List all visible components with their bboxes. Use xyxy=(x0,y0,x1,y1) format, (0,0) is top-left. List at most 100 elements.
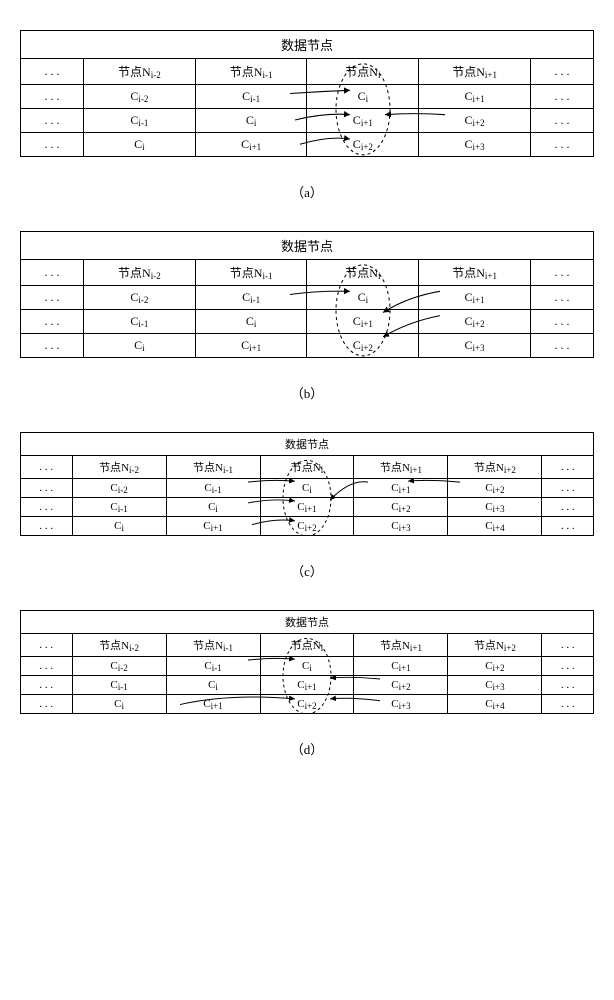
cell: Ci xyxy=(260,479,354,498)
cell: . . . xyxy=(21,85,84,109)
cell: Ci-1 xyxy=(72,676,166,695)
cell: . . . xyxy=(530,85,593,109)
cell: Ci+2 xyxy=(260,517,354,536)
panel-b: 数据节点 . . . 节点Ni-2 节点Ni-1 节点Ni 节点Ni+1 . .… xyxy=(20,231,594,402)
cell: Ci+2 xyxy=(448,479,542,498)
cell: . . . xyxy=(21,634,73,657)
cell: Ci+1 xyxy=(260,676,354,695)
cell: . . . xyxy=(530,109,593,133)
cell: 节点Ni+1 xyxy=(419,260,531,286)
cell: . . . xyxy=(21,133,84,157)
cell: Ci xyxy=(166,498,260,517)
cell: 节点Ni-1 xyxy=(195,59,307,85)
cell: . . . xyxy=(542,479,594,498)
cell: Ci+1 xyxy=(166,517,260,536)
cell: . . . xyxy=(21,286,84,310)
cell: . . . xyxy=(21,109,84,133)
cell: Ci+2 xyxy=(419,109,531,133)
cell: 节点Ni xyxy=(260,456,354,479)
table-b-wrap: 数据节点 . . . 节点Ni-2 节点Ni-1 节点Ni 节点Ni+1 . .… xyxy=(20,231,594,358)
cell: Ci+1 xyxy=(354,657,448,676)
table-a-title: 数据节点 xyxy=(21,31,594,59)
cell: Ci xyxy=(260,657,354,676)
caption-b: （b） xyxy=(291,383,324,402)
cell: 节点Ni-1 xyxy=(166,456,260,479)
cell: 节点Ni-2 xyxy=(84,260,196,286)
cell: . . . xyxy=(542,634,594,657)
cell: . . . xyxy=(530,133,593,157)
cell: Ci-1 xyxy=(166,657,260,676)
cell: 节点Ni-2 xyxy=(72,456,166,479)
cell: 节点Ni+2 xyxy=(448,456,542,479)
cell: Ci+2 xyxy=(307,133,419,157)
cell: . . . xyxy=(21,517,73,536)
table-c-wrap: 数据节点 . . . 节点Ni-2 节点Ni-1 节点Ni 节点Ni+1 节点N… xyxy=(20,432,594,536)
caption-d: （d） xyxy=(291,739,324,758)
cell: Ci-1 xyxy=(195,85,307,109)
cell: Ci xyxy=(166,676,260,695)
cell: 节点Ni xyxy=(260,634,354,657)
cell: . . . xyxy=(21,310,84,334)
cell: Ci+1 xyxy=(307,109,419,133)
cell: 节点Ni-1 xyxy=(195,260,307,286)
cell: 节点Ni-1 xyxy=(166,634,260,657)
caption-c: （c） xyxy=(291,561,323,580)
table-b-title: 数据节点 xyxy=(21,232,594,260)
cell: Ci-2 xyxy=(84,286,196,310)
cell: Ci+4 xyxy=(448,695,542,714)
cell: Ci+3 xyxy=(419,133,531,157)
cell: 节点Ni xyxy=(307,260,419,286)
cell: 节点Ni+1 xyxy=(419,59,531,85)
panel-a: 数据节点 . . . 节点Ni-2 节点Ni-1 节点Ni 节点Ni+1 . .… xyxy=(20,30,594,201)
cell: Ci xyxy=(84,133,196,157)
cell: Ci+1 xyxy=(307,310,419,334)
cell: . . . xyxy=(542,657,594,676)
cell: . . . xyxy=(530,286,593,310)
cell: . . . xyxy=(21,695,73,714)
cell: Ci-1 xyxy=(84,310,196,334)
cell: Ci+1 xyxy=(419,286,531,310)
cell: . . . xyxy=(21,498,73,517)
cell: . . . xyxy=(530,59,593,85)
cell: Ci-2 xyxy=(84,85,196,109)
cell: Ci+3 xyxy=(448,498,542,517)
cell: Ci xyxy=(307,286,419,310)
cell: Ci+1 xyxy=(195,334,307,358)
cell: 节点Ni+2 xyxy=(448,634,542,657)
panel-d: 数据节点 . . . 节点Ni-2 节点Ni-1 节点Ni 节点Ni+1 节点N… xyxy=(20,610,594,758)
cell: Ci xyxy=(195,109,307,133)
cell: Ci-2 xyxy=(72,479,166,498)
table-d: 数据节点 . . . 节点Ni-2 节点Ni-1 节点Ni 节点Ni+1 节点N… xyxy=(20,610,594,714)
cell: 节点Ni+1 xyxy=(354,456,448,479)
cell: . . . xyxy=(530,310,593,334)
cell: Ci+1 xyxy=(260,498,354,517)
cell: Ci-1 xyxy=(195,286,307,310)
cell: Ci+2 xyxy=(307,334,419,358)
cell: Ci+2 xyxy=(260,695,354,714)
cell: Ci xyxy=(307,85,419,109)
cell: Ci+3 xyxy=(448,676,542,695)
cell: Ci-1 xyxy=(72,498,166,517)
cell: 节点Ni xyxy=(307,59,419,85)
cell: . . . xyxy=(21,334,84,358)
cell: 节点Ni-2 xyxy=(72,634,166,657)
cell: Ci+1 xyxy=(419,85,531,109)
cell: 节点Ni-2 xyxy=(84,59,196,85)
cell: Ci+2 xyxy=(448,657,542,676)
cell: Ci+3 xyxy=(354,695,448,714)
cell: . . . xyxy=(21,260,84,286)
table-a-wrap: 数据节点 . . . 节点Ni-2 节点Ni-1 节点Ni 节点Ni+1 . .… xyxy=(20,30,594,157)
panel-c: 数据节点 . . . 节点Ni-2 节点Ni-1 节点Ni 节点Ni+1 节点N… xyxy=(20,432,594,580)
table-c-title: 数据节点 xyxy=(21,433,594,456)
cell: . . . xyxy=(542,498,594,517)
cell: . . . xyxy=(542,676,594,695)
cell: Ci+1 xyxy=(354,479,448,498)
cell: Ci+2 xyxy=(419,310,531,334)
cell: . . . xyxy=(21,676,73,695)
cell: Ci+4 xyxy=(448,517,542,536)
cell: . . . xyxy=(21,657,73,676)
cell: Ci+3 xyxy=(419,334,531,358)
table-a: 数据节点 . . . 节点Ni-2 节点Ni-1 节点Ni 节点Ni+1 . .… xyxy=(20,30,594,157)
cell: . . . xyxy=(21,59,84,85)
table-d-wrap: 数据节点 . . . 节点Ni-2 节点Ni-1 节点Ni 节点Ni+1 节点N… xyxy=(20,610,594,714)
